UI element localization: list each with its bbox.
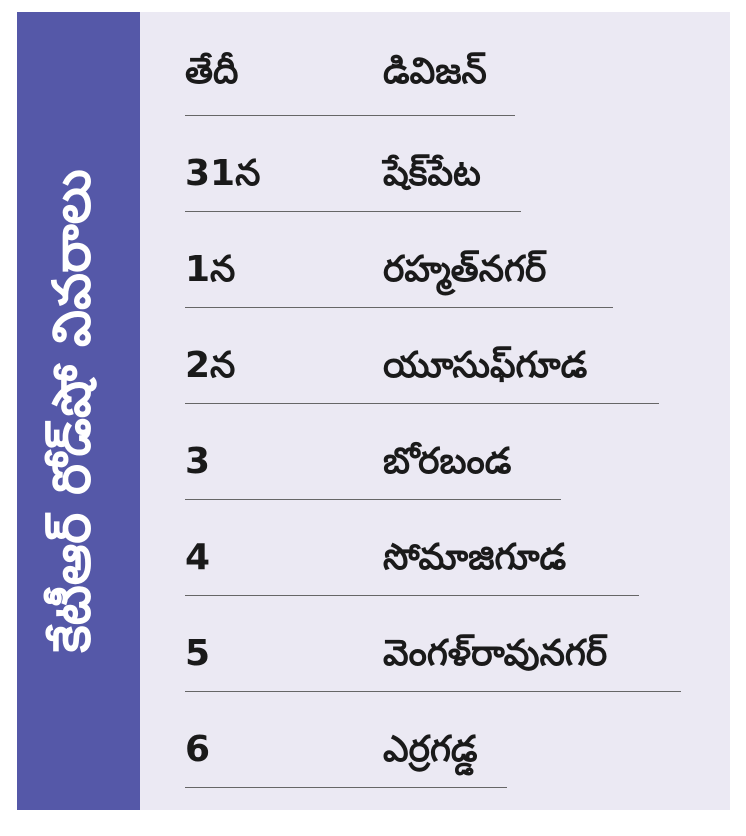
row-division: సోమాజిగూడ xyxy=(383,537,567,578)
row-division: ఎర్రగడ్డ xyxy=(383,729,478,770)
divider xyxy=(185,595,639,596)
divider xyxy=(185,211,521,212)
row-date: 1న xyxy=(185,249,236,290)
divider xyxy=(185,499,561,500)
row-date: 2న xyxy=(185,345,236,386)
row-division: రహ్మత్‌నగర్ xyxy=(383,249,547,290)
row-date: 31న xyxy=(185,153,261,194)
row-date: 5 xyxy=(185,633,211,674)
row-division: బోరబండ xyxy=(383,441,512,482)
header-division: డివిజన్ xyxy=(383,51,487,92)
divider xyxy=(185,307,613,308)
divider xyxy=(185,691,681,692)
row-division: యూసుఫ్‌గూడ xyxy=(383,345,588,386)
row-division: షేక్‌పేట xyxy=(383,153,481,194)
divider xyxy=(185,787,507,788)
row-date: 3 xyxy=(185,441,211,482)
divider xyxy=(185,115,515,116)
divider xyxy=(185,403,659,404)
header-date: తేదీ xyxy=(185,51,239,92)
title-band: కేటీఆర్ రోడ్‌షో వివరాలు xyxy=(17,12,140,810)
schedule-table: తేదీ డివిజన్ 31న షేక్‌పేట 1న రహ్మత్‌నగర్… xyxy=(140,12,730,810)
row-date: 4 xyxy=(185,537,211,578)
row-date: 6 xyxy=(185,729,211,770)
vertical-title: కేటీఆర్ రోడ్‌షో వివరాలు xyxy=(42,169,102,653)
row-division: వెంగళ్‌రావునగర్ xyxy=(383,633,608,674)
